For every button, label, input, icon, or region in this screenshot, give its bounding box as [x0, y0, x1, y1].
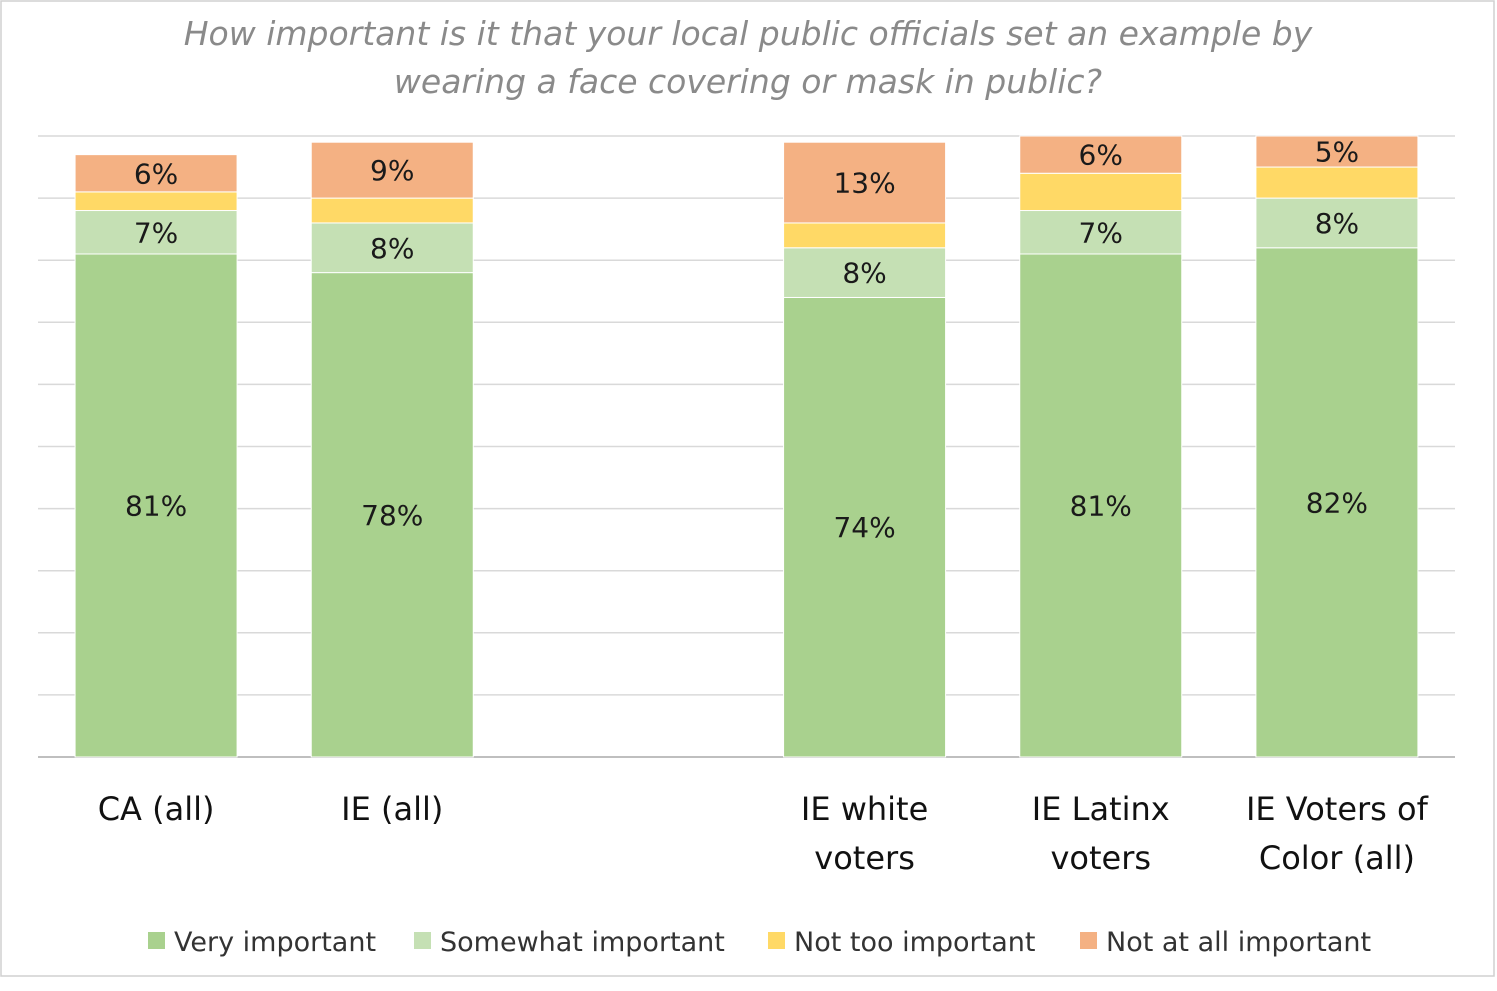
bar-segment: [74, 253, 238, 758]
chart-title-line: wearing a face covering or mask in publi…: [394, 62, 1102, 101]
bar-segment: [74, 210, 238, 255]
bar-segment: [1019, 135, 1183, 174]
bar-segment: [310, 141, 474, 199]
category-label: Color (all): [1259, 839, 1415, 877]
gridlines: [38, 135, 1455, 758]
bar-segment: [1255, 166, 1419, 199]
legend-swatch: [414, 932, 431, 949]
data-label: 9%: [370, 154, 414, 187]
data-label: 7%: [134, 216, 178, 249]
bar-segment: [74, 154, 238, 193]
chart-title-line: How important is it that your local publ…: [184, 14, 1313, 53]
bar-segment: [783, 222, 947, 249]
bar-segment: [1019, 253, 1183, 758]
category-label: IE white: [801, 790, 928, 828]
legend-swatch: [148, 932, 165, 949]
data-label: 81%: [125, 489, 187, 522]
data-label: 13%: [833, 167, 895, 200]
chart-title: How important is it that your local publ…: [184, 14, 1313, 101]
category-labels: CA (all) IE (all) IE white voters IE Latinx v…: [98, 790, 1429, 877]
bar-segment: [783, 296, 947, 758]
bar-segment: [1019, 210, 1183, 255]
data-label: 8%: [370, 232, 414, 265]
data-label: 8%: [842, 257, 886, 290]
bar-segment: [74, 191, 238, 212]
bar-segment: [1255, 247, 1419, 758]
data-label: 74%: [833, 511, 895, 544]
legend-label: Very important: [174, 927, 376, 958]
legend: Very important Somewhat important Not too …: [148, 927, 1371, 958]
bar-segment: [1255, 135, 1419, 168]
category-label: IE Latinx: [1032, 790, 1170, 828]
data-label: 5%: [1315, 136, 1359, 169]
category-label: IE (all): [341, 790, 443, 828]
category-label: voters: [814, 839, 915, 877]
bar-segment: [310, 272, 474, 758]
category-label: CA (all): [98, 790, 215, 828]
data-label: 82%: [1306, 486, 1368, 519]
legend-swatch: [1080, 932, 1097, 949]
bar-segment: [310, 197, 474, 224]
data-label: 81%: [1070, 489, 1132, 522]
bar-segment: [783, 141, 947, 224]
data-labels: 81% 7% 6% 78% 8% 9% 74% 8% 13% 81% 7% 6% 82% 8% 5%: [125, 136, 1368, 545]
data-label: 6%: [134, 157, 178, 190]
data-label: 7%: [1079, 216, 1123, 249]
bar-segment: [1255, 197, 1419, 249]
bar-segment: [310, 222, 474, 274]
bars: [74, 135, 1419, 758]
legend-label: Somewhat important: [440, 927, 725, 958]
category-label: IE Voters of: [1246, 790, 1429, 828]
data-label: 6%: [1079, 139, 1123, 172]
legend-label: Not too important: [794, 927, 1035, 958]
category-label: voters: [1050, 839, 1151, 877]
legend-label: Not at all important: [1106, 927, 1371, 958]
data-label: 78%: [361, 499, 423, 532]
bar-segment: [1019, 172, 1183, 212]
data-label: 8%: [1315, 207, 1359, 240]
bar-segment: [783, 247, 947, 298]
legend-swatch: [768, 932, 785, 949]
